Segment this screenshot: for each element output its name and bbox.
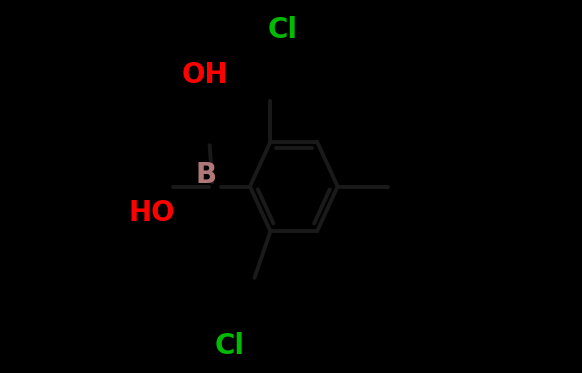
Text: OH: OH	[182, 60, 229, 89]
Text: HO: HO	[129, 198, 175, 227]
Text: B: B	[196, 161, 217, 189]
Text: Cl: Cl	[268, 16, 298, 44]
Text: Cl: Cl	[214, 332, 244, 360]
